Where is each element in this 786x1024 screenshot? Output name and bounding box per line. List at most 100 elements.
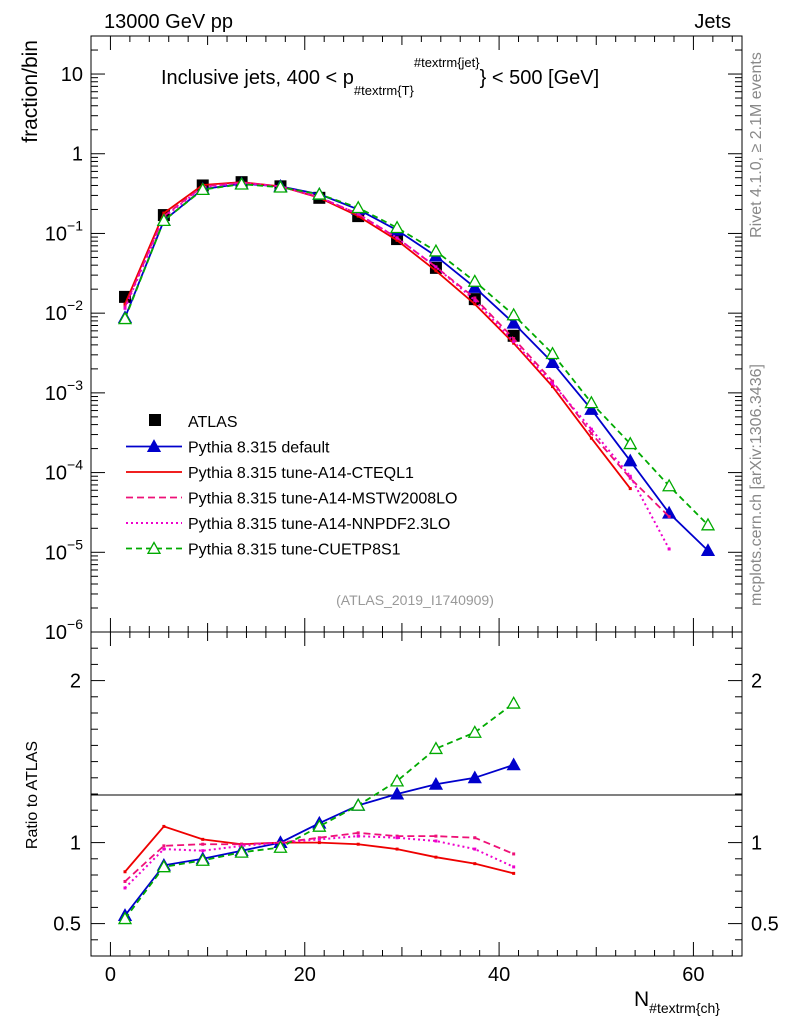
data-point-pythia-8-315-tune-a14-cteql1 (201, 837, 205, 841)
main-axis-ticks (91, 35, 742, 633)
data-point-pythia-8-315-tune-cuetp8s1 (623, 436, 638, 450)
data-point-pythia-8-315-tune-cuetp8s1 (428, 741, 444, 755)
data-point-pythia-8-315-tune-a14-cteql1 (589, 436, 593, 440)
data-point-pythia-8-315-tune-cuetp8s1 (389, 220, 405, 234)
data-point-pythia-8-315-tune-cuetp8s1 (273, 840, 288, 853)
series-pythia-8-315-tune-cuetp8s1 (117, 695, 521, 925)
legend-label: Pythia 8.315 tune-A14-CTEQL1 (188, 465, 414, 482)
data-point-pythia-8-315-tune-cuetp8s1 (662, 478, 677, 492)
data-point-pythia-8-315-tune-cuetp8s1 (273, 179, 288, 193)
ratio-y-axis-label: Ratio to ATLAS (24, 741, 41, 849)
data-point-pythia-8-315-tune-cuetp8s1 (467, 725, 482, 738)
data-point-atlas (119, 290, 132, 303)
x-label-subscript: #textrm{ch} (649, 1000, 720, 1016)
series-line-pythia-8-315-tune-a14-nnpdf2-3lo (124, 181, 671, 550)
x-tick-label: 0 (105, 964, 116, 986)
legend-item-pythia-8-315-tune-a14-mstw2008lo: Pythia 8.315 tune-A14-MSTW2008LO (126, 491, 457, 508)
data-point-pythia-8-315-default (584, 402, 599, 415)
data-point-pythia-8-315-tune-a14-cteql1 (473, 302, 477, 306)
data-point-pythia-8-315-tune-cuetp8s1 (312, 819, 327, 832)
legend-label: Pythia 8.315 tune-A14-MSTW2008LO (188, 491, 457, 508)
main-y-axis-label: fraction/bin (19, 40, 42, 143)
data-point-pythia-8-315-tune-a14-mstw2008lo (317, 836, 321, 840)
data-point-pythia-8-315-tune-cuetp8s1 (545, 346, 560, 360)
data-point-pythia-8-315-tune-a14-cteql1 (551, 385, 555, 389)
data-point-pythia-8-315-tune-cuetp8s1 (389, 773, 405, 787)
data-point-pythia-8-315-default (506, 757, 521, 771)
data-point-pythia-8-315-tune-cuetp8s1 (195, 853, 210, 866)
data-point-pythia-8-315-tune-a14-nnpdf2-3lo (434, 839, 438, 843)
data-point-pythia-8-315-tune-a14-mstw2008lo (201, 842, 205, 846)
series-line-pythia-8-315-tune-cuetp8s1 (124, 183, 709, 526)
series-line-pythia-8-315-tune-a14-mstw2008lo (124, 831, 515, 883)
data-point-pythia-8-315-tune-a14-mstw2008lo (395, 834, 399, 838)
data-point-pythia-8-315-tune-a14-nnpdf2-3lo (395, 836, 399, 840)
data-point-pythia-8-315-tune-cuetp8s1 (117, 911, 133, 925)
title-subscript: #textrm{T} (354, 83, 415, 98)
main-y-tick-label: 10−6 (45, 616, 83, 644)
main-y-tick-labels: 10 1 10−1 10−2 10−3 10−4 10−5 10−6 (45, 64, 83, 644)
data-point-pythia-8-315-tune-a14-cteql1 (162, 211, 166, 215)
data-point-pythia-8-315-tune-cuetp8s1 (351, 798, 366, 811)
analysis-watermark: (ATLAS_2019_I1740909) (336, 592, 494, 608)
ratio-y-tick-label-right: 1 (751, 833, 762, 855)
main-y-tick-label: 10−5 (45, 536, 83, 564)
legend-label: Pythia 8.315 tune-A14-NNPDF2.3LO (188, 516, 450, 533)
data-point-pythia-8-315-tune-cuetp8s1 (506, 307, 521, 321)
rivet-label: Rivet 4.1.0, ≥ 2.1M events (748, 52, 765, 238)
data-point-pythia-8-315-tune-a14-cteql1 (395, 238, 399, 242)
main-y-tick-label: 10 (61, 64, 83, 86)
data-point-pythia-8-315-tune-a14-nnpdf2-3lo (123, 886, 127, 890)
data-point-pythia-8-315-default (506, 315, 521, 329)
data-point-pythia-8-315-tune-a14-nnpdf2-3lo (356, 212, 360, 216)
data-point-pythia-8-315-tune-cuetp8s1 (234, 176, 249, 190)
data-point-pythia-8-315-tune-cuetp8s1 (351, 200, 366, 214)
data-point-pythia-8-315-tune-a14-nnpdf2-3lo (434, 265, 438, 269)
data-point-pythia-8-315-default (428, 776, 444, 790)
series-line-pythia-8-315-tune-cuetp8s1 (124, 702, 515, 920)
process-label: Jets (694, 11, 731, 33)
x-tick-label: 40 (488, 964, 510, 986)
series-pythia-8-315-tune-cuetp8s1 (117, 176, 716, 531)
data-point-pythia-8-315-tune-a14-nnpdf2-3lo (162, 847, 166, 851)
ratio-axis-ticks (91, 632, 742, 956)
data-point-pythia-8-315-tune-a14-mstw2008lo (162, 844, 166, 848)
data-point-pythia-8-315-tune-a14-cteql1 (123, 870, 127, 874)
data-point-pythia-8-315-tune-cuetp8s1 (117, 311, 133, 325)
series-line-pythia-8-315-tune-a14-cteql1 (124, 825, 514, 875)
data-point-pythia-8-315-tune-cuetp8s1 (428, 243, 444, 257)
data-point-pythia-8-315-tune-a14-mstw2008lo (667, 515, 671, 519)
data-point-pythia-8-315-default (389, 786, 405, 800)
legend-marker (146, 541, 162, 554)
data-point-pythia-8-315-tune-cuetp8s1 (584, 395, 599, 409)
title-suffix: } < 500 [GeV] (480, 67, 600, 89)
data-point-pythia-8-315-tune-a14-nnpdf2-3lo (589, 427, 593, 431)
data-point-pythia-8-315-tune-a14-cteql1 (628, 487, 632, 491)
data-point-pythia-8-315-default (545, 355, 560, 369)
legend-label: ATLAS (188, 414, 238, 431)
data-point-pythia-8-315-tune-a14-cteql1 (512, 871, 516, 875)
data-point-pythia-8-315-tune-a14-nnpdf2-3lo (473, 847, 477, 851)
data-point-pythia-8-315-tune-a14-cteql1 (123, 302, 127, 306)
main-y-tick-label: 10−1 (45, 217, 83, 245)
mcplots-label: mcplots.cern.ch [arXiv:1306.3436] (748, 364, 765, 606)
data-point-pythia-8-315-tune-a14-mstw2008lo (473, 836, 477, 840)
main-chart-title: Inclusive jets, 400 < p#textrm{T} #textrm… (161, 55, 599, 98)
main-panel: 10 1 10−1 10−2 10−3 10−4 10−5 10−6 fraction/bin… (19, 35, 743, 644)
data-point-pythia-8-315-tune-cuetp8s1 (156, 859, 171, 873)
data-point-pythia-8-315-tune-a14-nnpdf2-3lo (628, 474, 632, 478)
main-y-tick-label: 1 (72, 144, 83, 166)
legend: ATLAS Pythia 8.315 default Pythia 8.315 tu… (126, 414, 457, 559)
x-label-main: N (634, 988, 649, 1011)
data-point-pythia-8-315-tune-a14-cteql1 (356, 214, 360, 218)
ratio-panel: 0.5 0.51 12 20 20 40 60 Ratio to ATLAS N#textr… (24, 631, 779, 1016)
data-point-pythia-8-315-default (467, 770, 482, 784)
data-point-pythia-8-315-tune-a14-cteql1 (317, 841, 321, 845)
data-point-pythia-8-315-default (623, 453, 638, 467)
data-point-pythia-8-315-tune-a14-cteql1 (434, 269, 438, 273)
data-point-pythia-8-315-tune-a14-mstw2008lo (551, 379, 555, 383)
data-point-pythia-8-315-tune-a14-nnpdf2-3lo (512, 865, 516, 869)
data-point-pythia-8-315-tune-a14-nnpdf2-3lo (473, 298, 477, 302)
ratio-y-tick-label-right: 0.5 (751, 914, 779, 936)
